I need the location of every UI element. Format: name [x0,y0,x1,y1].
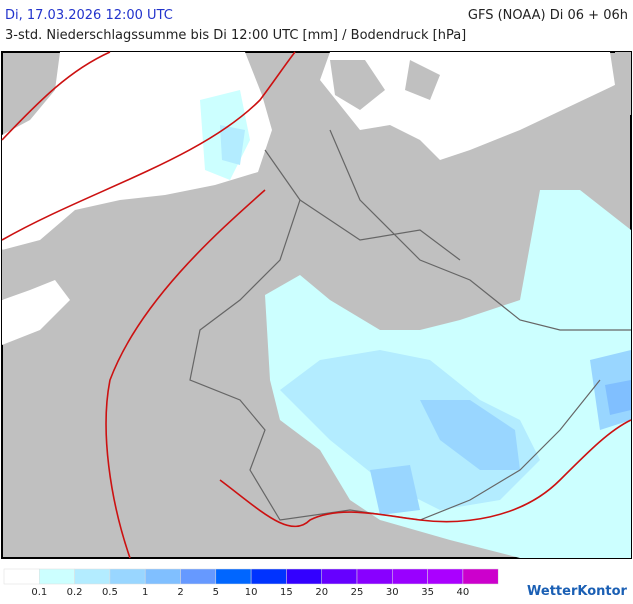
legend-swatch [39,568,75,585]
legend-swatch [74,568,111,585]
legend-label: 1 [142,587,148,598]
legend-label: 0.1 [31,587,47,598]
legend-label: 0.2 [67,587,83,598]
legend-label: 15 [280,587,293,598]
legend-label: 2 [177,587,183,598]
legend-swatch [392,568,428,585]
subtitle: 3-std. Niederschlagssumme bis Di 12:00 U… [5,28,466,43]
legend: 0.1 0.2 0.5 1 2 5 10 15 20 25 30 35 40 [3,568,499,598]
map [1,51,632,559]
legend-swatch [180,568,217,585]
legend-swatch [321,568,358,585]
legend-label: 40 [457,587,470,598]
legend-swatch [144,568,181,585]
legend-swatch [286,568,322,585]
legend-swatch [427,568,464,585]
legend-label: 35 [421,587,434,598]
legend-label: 10 [245,587,258,598]
legend-swatch [3,568,40,585]
legend-swatch [462,568,499,585]
logo: WetterKontor [527,584,628,599]
legend-label: 30 [386,587,399,598]
legend-label: 0.5 [102,587,118,598]
legend-swatch [215,568,252,585]
legend-label: 20 [315,587,328,598]
legend-swatch [109,568,146,585]
legend-label: 5 [213,587,219,598]
legend-label: 25 [351,587,364,598]
legend-swatch [356,568,393,585]
model-title: GFS (NOAA) Di 06 + 06h [468,8,628,23]
legend-swatch [250,568,287,585]
date-title: Di, 17.03.2026 12:00 UTC [5,8,173,23]
